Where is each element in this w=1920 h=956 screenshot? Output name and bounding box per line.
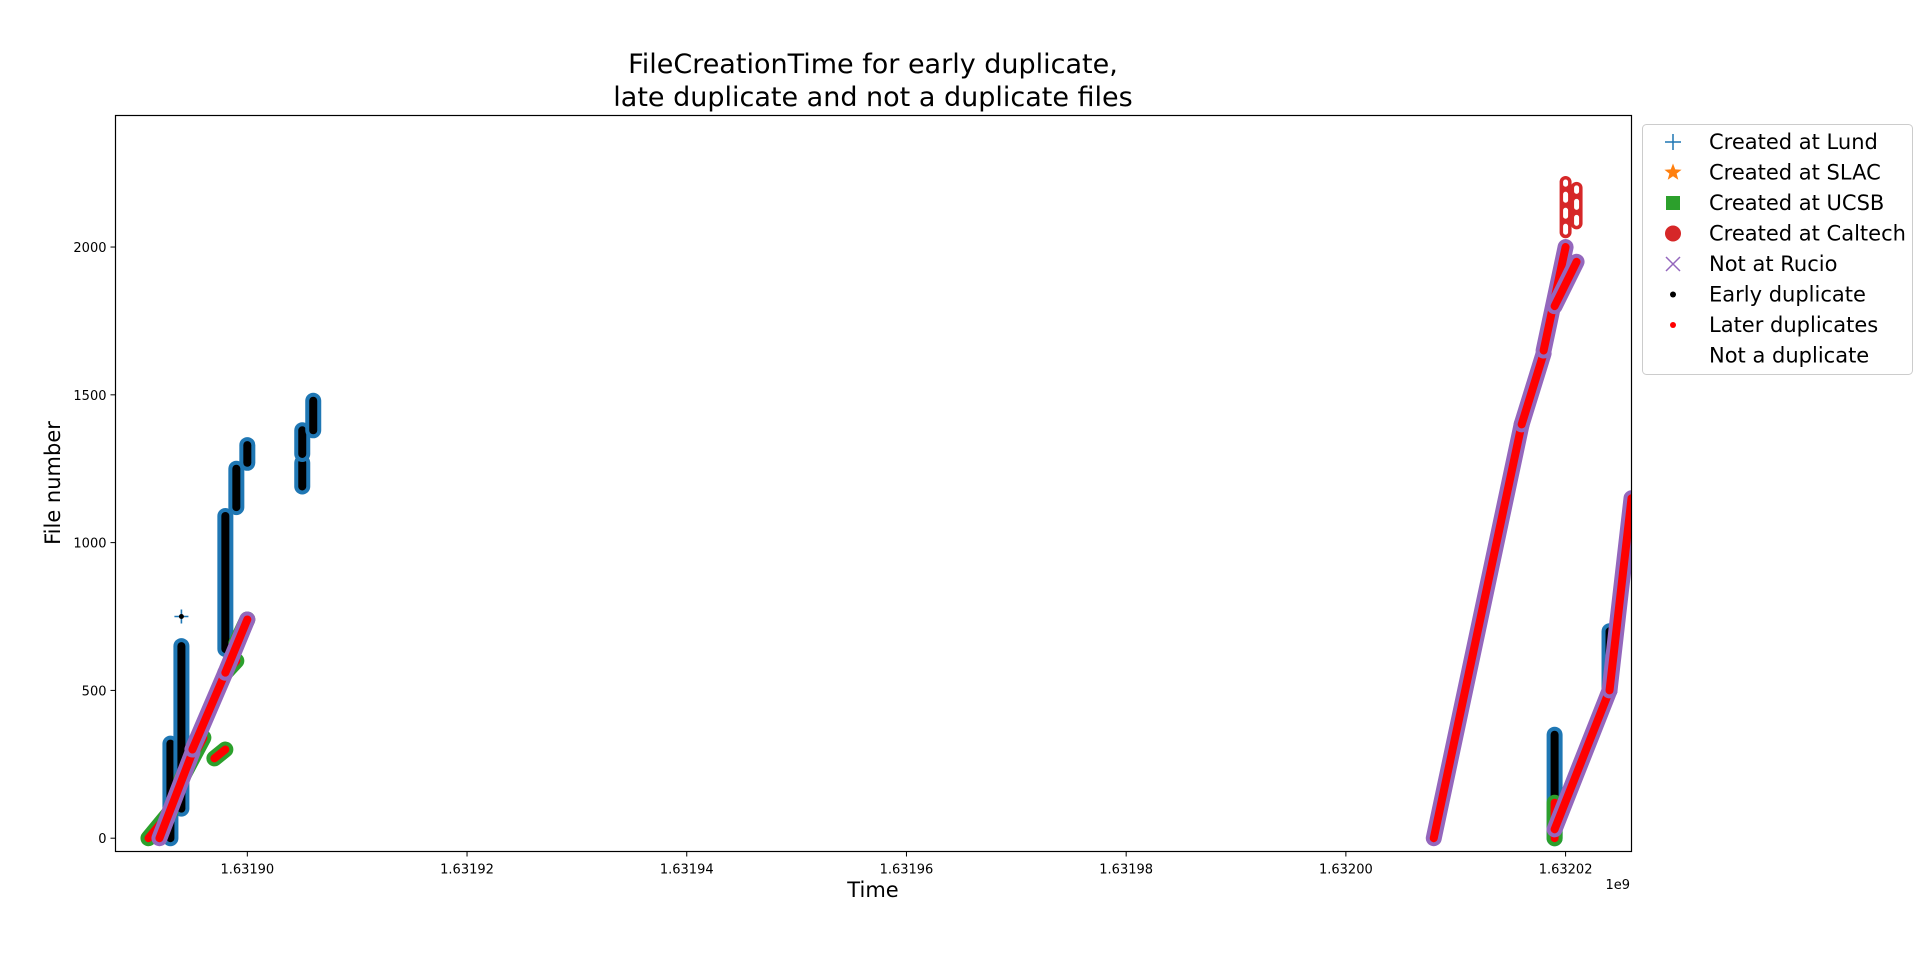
legend-entry: Not a duplicate — [1670, 344, 1869, 368]
cluster-core — [210, 745, 230, 763]
cluster-core — [1517, 349, 1548, 429]
series-created-at-lund — [162, 392, 1618, 847]
legend-label: Created at SLAC — [1709, 161, 1881, 185]
legend-marker — [1664, 163, 1682, 180]
x-tick-label: 1.63196 — [880, 863, 934, 878]
x-axis-label: Time — [846, 878, 898, 902]
chart-title-line-1: FileCreationTime for early duplicate, — [628, 49, 1118, 80]
cluster-core — [188, 668, 230, 754]
legend-label: Created at Lund — [1709, 130, 1878, 154]
plot-frame — [114, 114, 1633, 853]
legend-entry: Created at UCSB — [1666, 191, 1884, 215]
x-tick-label: 1.63202 — [1539, 863, 1593, 878]
x-tick-label: 1.63198 — [1099, 863, 1153, 878]
cluster-core — [221, 615, 252, 677]
cluster-core — [1550, 686, 1614, 834]
y-axis-label: File number — [41, 421, 65, 545]
legend-label: Not at Rucio — [1709, 252, 1837, 276]
legend-frame — [1642, 124, 1913, 375]
data-point-core — [178, 614, 184, 620]
series-not-at-rucio — [151, 239, 1632, 847]
x-axis-offset-label: 1e9 — [1605, 878, 1630, 893]
legend-label: Early duplicate — [1709, 283, 1866, 307]
series-created-at-ucsb — [140, 611, 1563, 847]
legend-entry: Not at Rucio — [1665, 252, 1837, 276]
y-tick-label: 0 — [98, 832, 106, 847]
x-tick-label: 1.63200 — [1319, 863, 1373, 878]
x-tick-label: 1.63192 — [440, 863, 494, 878]
legend-entry: Created at Lund — [1665, 130, 1878, 154]
y-tick-label: 2000 — [73, 241, 106, 256]
x-tick-label: 1.63190 — [220, 863, 274, 878]
legend: Created at Lund Created at SLAC Created at… — [1642, 124, 1913, 375]
cluster-core — [155, 748, 197, 843]
legend-entry: Created at SLAC — [1664, 161, 1881, 185]
legend-label: Not a duplicate — [1709, 344, 1869, 368]
series-created-at-caltech — [1559, 176, 1583, 239]
cluster-core — [1550, 257, 1581, 311]
chart-title-line-2: late duplicate and not a duplicate files — [613, 82, 1132, 113]
legend-marker — [1670, 322, 1676, 328]
legend-label: Later duplicates — [1709, 313, 1878, 337]
legend-entry: Created at Caltech — [1665, 222, 1906, 246]
legend-marker — [1665, 225, 1681, 242]
legend-entry: Early duplicate — [1670, 283, 1866, 307]
y-tick-label: 1000 — [73, 537, 106, 552]
cluster-core — [1429, 420, 1526, 843]
legend-label: Created at UCSB — [1709, 191, 1884, 215]
legend-entry: Later duplicates — [1670, 313, 1878, 337]
cluster-core — [1605, 494, 1632, 695]
legend-label: Created at Caltech — [1709, 222, 1906, 246]
legend-marker — [1665, 134, 1681, 150]
y-tick-label: 500 — [82, 684, 107, 699]
legend-marker — [1665, 256, 1681, 272]
legend-marker — [1666, 196, 1680, 210]
y-axis-ticks: 0 500 1000 1500 2000 — [73, 241, 116, 847]
legend-marker — [1670, 291, 1676, 298]
x-axis-ticks: 1.63190 1.63192 1.63194 1.63196 1.63198 1.632… — [220, 851, 1593, 878]
y-tick-label: 1500 — [73, 389, 106, 404]
plot-marks — [140, 176, 1632, 847]
x-tick-label: 1.63194 — [660, 863, 714, 878]
legend-marker — [1670, 352, 1676, 359]
